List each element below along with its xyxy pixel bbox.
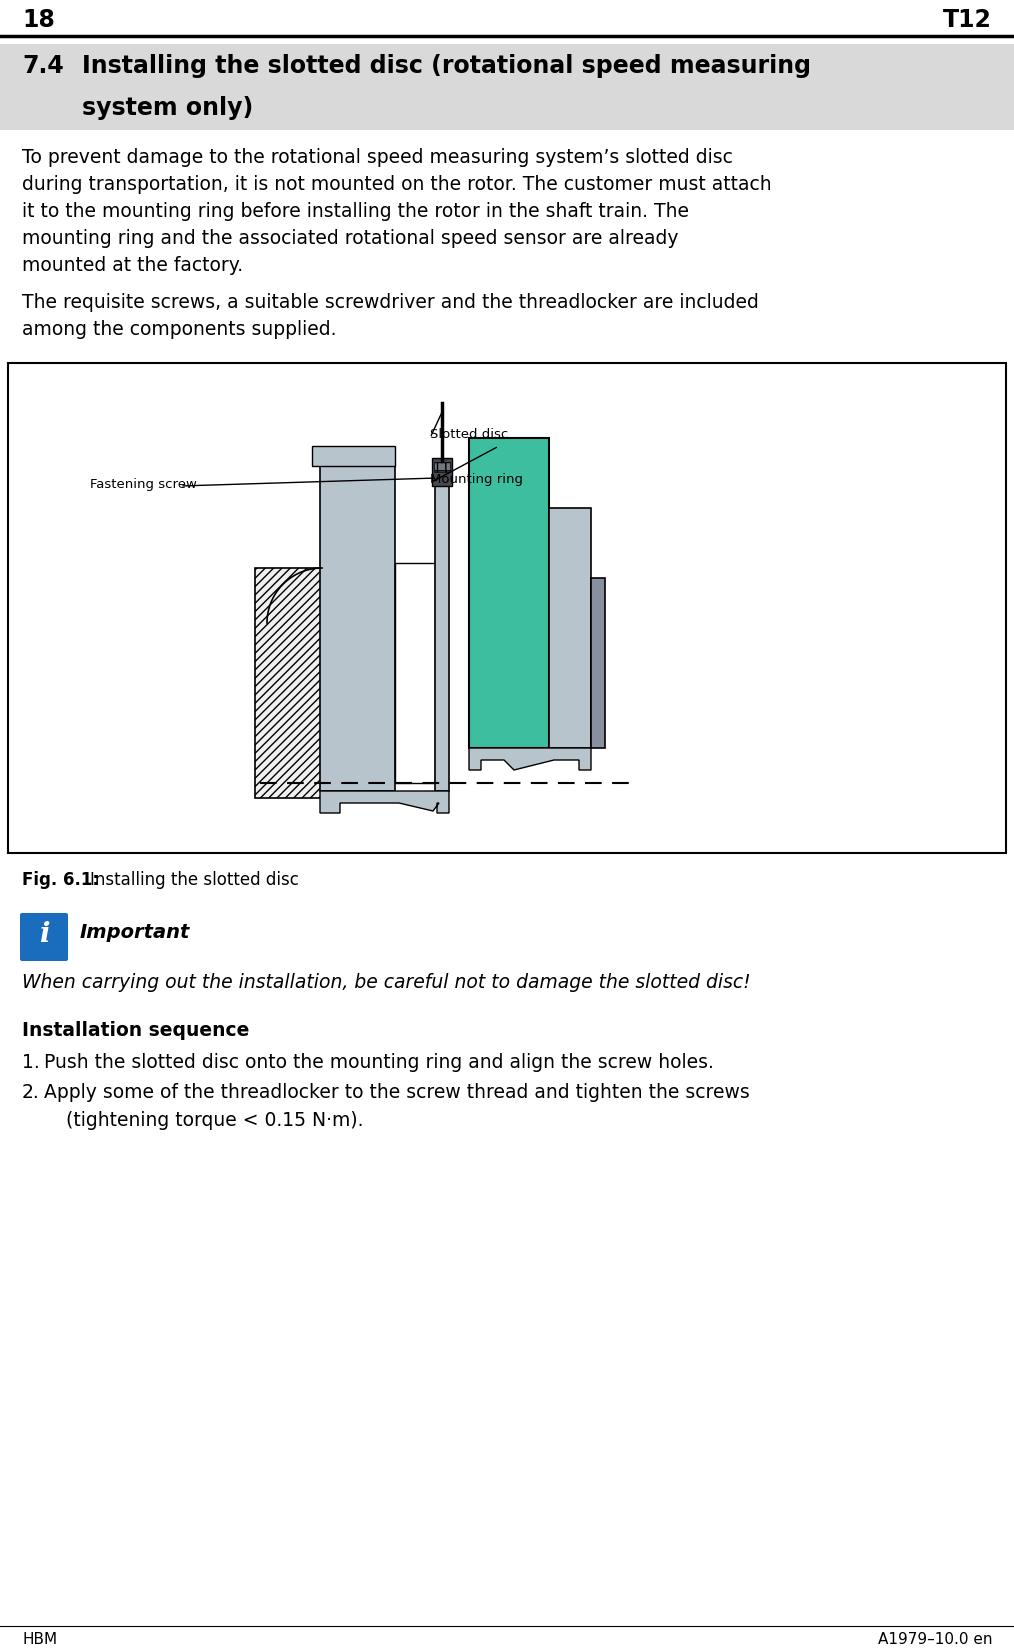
Text: Slotted disc: Slotted disc <box>430 428 508 441</box>
Bar <box>469 438 549 748</box>
Text: mounted at the factory.: mounted at the factory. <box>22 256 243 274</box>
Text: 18: 18 <box>22 8 55 31</box>
Bar <box>320 461 395 791</box>
Polygon shape <box>469 748 591 770</box>
Text: among the components supplied.: among the components supplied. <box>22 320 337 339</box>
Bar <box>591 578 605 748</box>
Bar <box>8 363 1006 852</box>
Text: Installing the slotted disc (rotational speed measuring: Installing the slotted disc (rotational … <box>82 55 811 78</box>
Bar <box>395 563 435 783</box>
Bar <box>432 458 452 486</box>
Bar <box>435 461 449 791</box>
Text: Mounting ring: Mounting ring <box>430 472 523 486</box>
Text: (tightening torque < 0.15 N·m).: (tightening torque < 0.15 N·m). <box>66 1112 363 1130</box>
Bar <box>434 463 450 472</box>
FancyBboxPatch shape <box>20 914 68 961</box>
Text: To prevent damage to the rotational speed measuring system’s slotted disc: To prevent damage to the rotational spee… <box>22 149 733 167</box>
Polygon shape <box>320 791 449 813</box>
Bar <box>312 446 395 466</box>
Text: system only): system only) <box>82 96 254 121</box>
Text: 1.: 1. <box>22 1052 40 1072</box>
Text: The requisite screws, a suitable screwdriver and the threadlocker are included: The requisite screws, a suitable screwdr… <box>22 292 758 312</box>
Bar <box>0 45 1014 131</box>
Text: it to the mounting ring before installing the rotor in the shaft train. The: it to the mounting ring before installin… <box>22 202 689 221</box>
Text: Installing the slotted disc: Installing the slotted disc <box>90 871 299 889</box>
Text: 2.: 2. <box>22 1084 40 1102</box>
Text: Apply some of the threadlocker to the screw thread and tighten the screws: Apply some of the threadlocker to the sc… <box>44 1084 749 1102</box>
Text: Fastening screw: Fastening screw <box>90 477 197 491</box>
Text: during transportation, it is not mounted on the rotor. The customer must attach: during transportation, it is not mounted… <box>22 175 772 193</box>
Text: Important: Important <box>80 923 191 942</box>
Text: A1979–10.0 en: A1979–10.0 en <box>877 1632 992 1647</box>
Text: T12: T12 <box>943 8 992 31</box>
Text: Installation sequence: Installation sequence <box>22 1021 249 1041</box>
Text: Push the slotted disc onto the mounting ring and align the screw holes.: Push the slotted disc onto the mounting … <box>44 1052 714 1072</box>
Text: Fig. 6.1:: Fig. 6.1: <box>22 871 99 889</box>
Bar <box>549 509 591 748</box>
Text: HBM: HBM <box>22 1632 57 1647</box>
Text: 7.4: 7.4 <box>22 55 64 78</box>
Text: i: i <box>39 922 50 948</box>
Text: When carrying out the installation, be careful not to damage the slotted disc!: When carrying out the installation, be c… <box>22 973 750 991</box>
Text: mounting ring and the associated rotational speed sensor are already: mounting ring and the associated rotatio… <box>22 230 678 248</box>
Bar <box>255 568 322 798</box>
